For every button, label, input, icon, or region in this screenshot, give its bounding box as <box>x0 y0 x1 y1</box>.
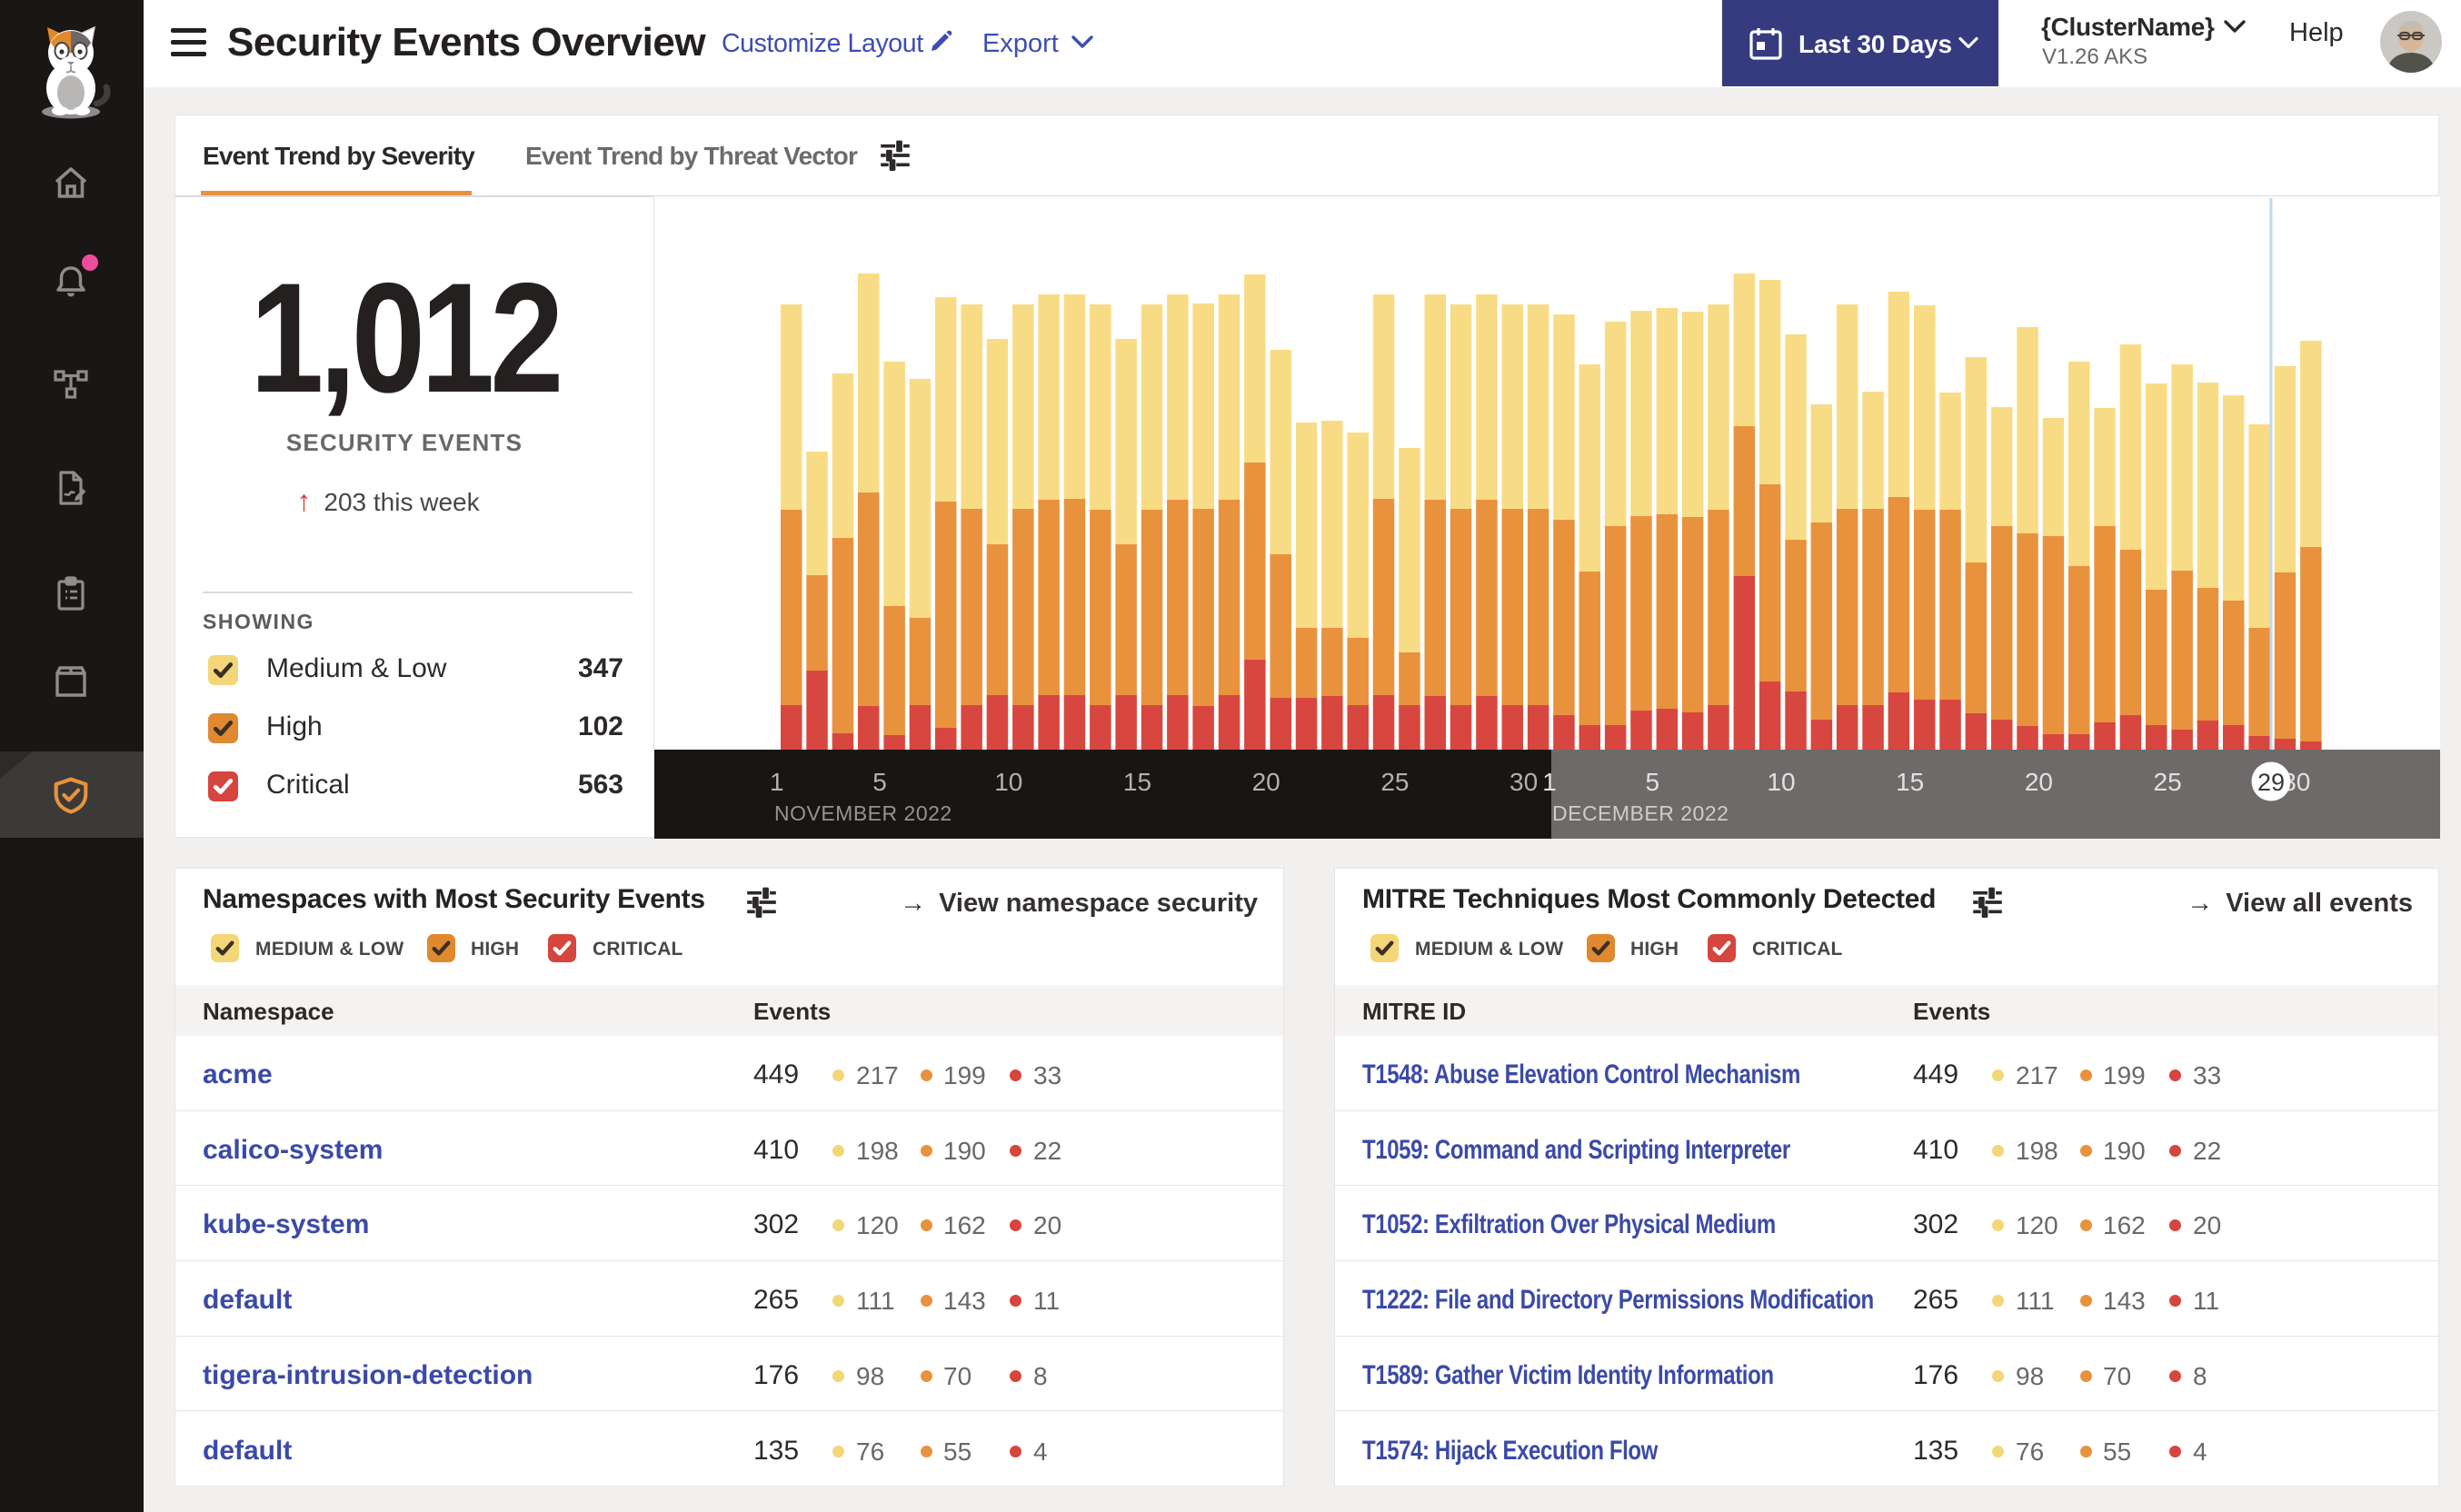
svg-text:DECEMBER 2022: DECEMBER 2022 <box>1552 801 1729 825</box>
svg-text:1: 1 <box>770 768 784 796</box>
svg-text:15: 15 <box>1896 768 1924 796</box>
svg-text:20: 20 <box>1252 768 1280 796</box>
svg-text:10: 10 <box>994 768 1022 796</box>
svg-text:30: 30 <box>1509 768 1538 796</box>
svg-text:1: 1 <box>1542 768 1557 796</box>
svg-text:15: 15 <box>1123 768 1151 796</box>
svg-text:5: 5 <box>1646 768 1660 796</box>
svg-text:10: 10 <box>1767 768 1795 796</box>
svg-text:20: 20 <box>2025 768 2053 796</box>
svg-text:25: 25 <box>1380 768 1409 796</box>
svg-text:29: 29 <box>2257 769 2285 796</box>
svg-text:5: 5 <box>872 768 887 796</box>
svg-text:25: 25 <box>2154 768 2182 796</box>
svg-text:NOVEMBER 2022: NOVEMBER 2022 <box>774 801 952 825</box>
